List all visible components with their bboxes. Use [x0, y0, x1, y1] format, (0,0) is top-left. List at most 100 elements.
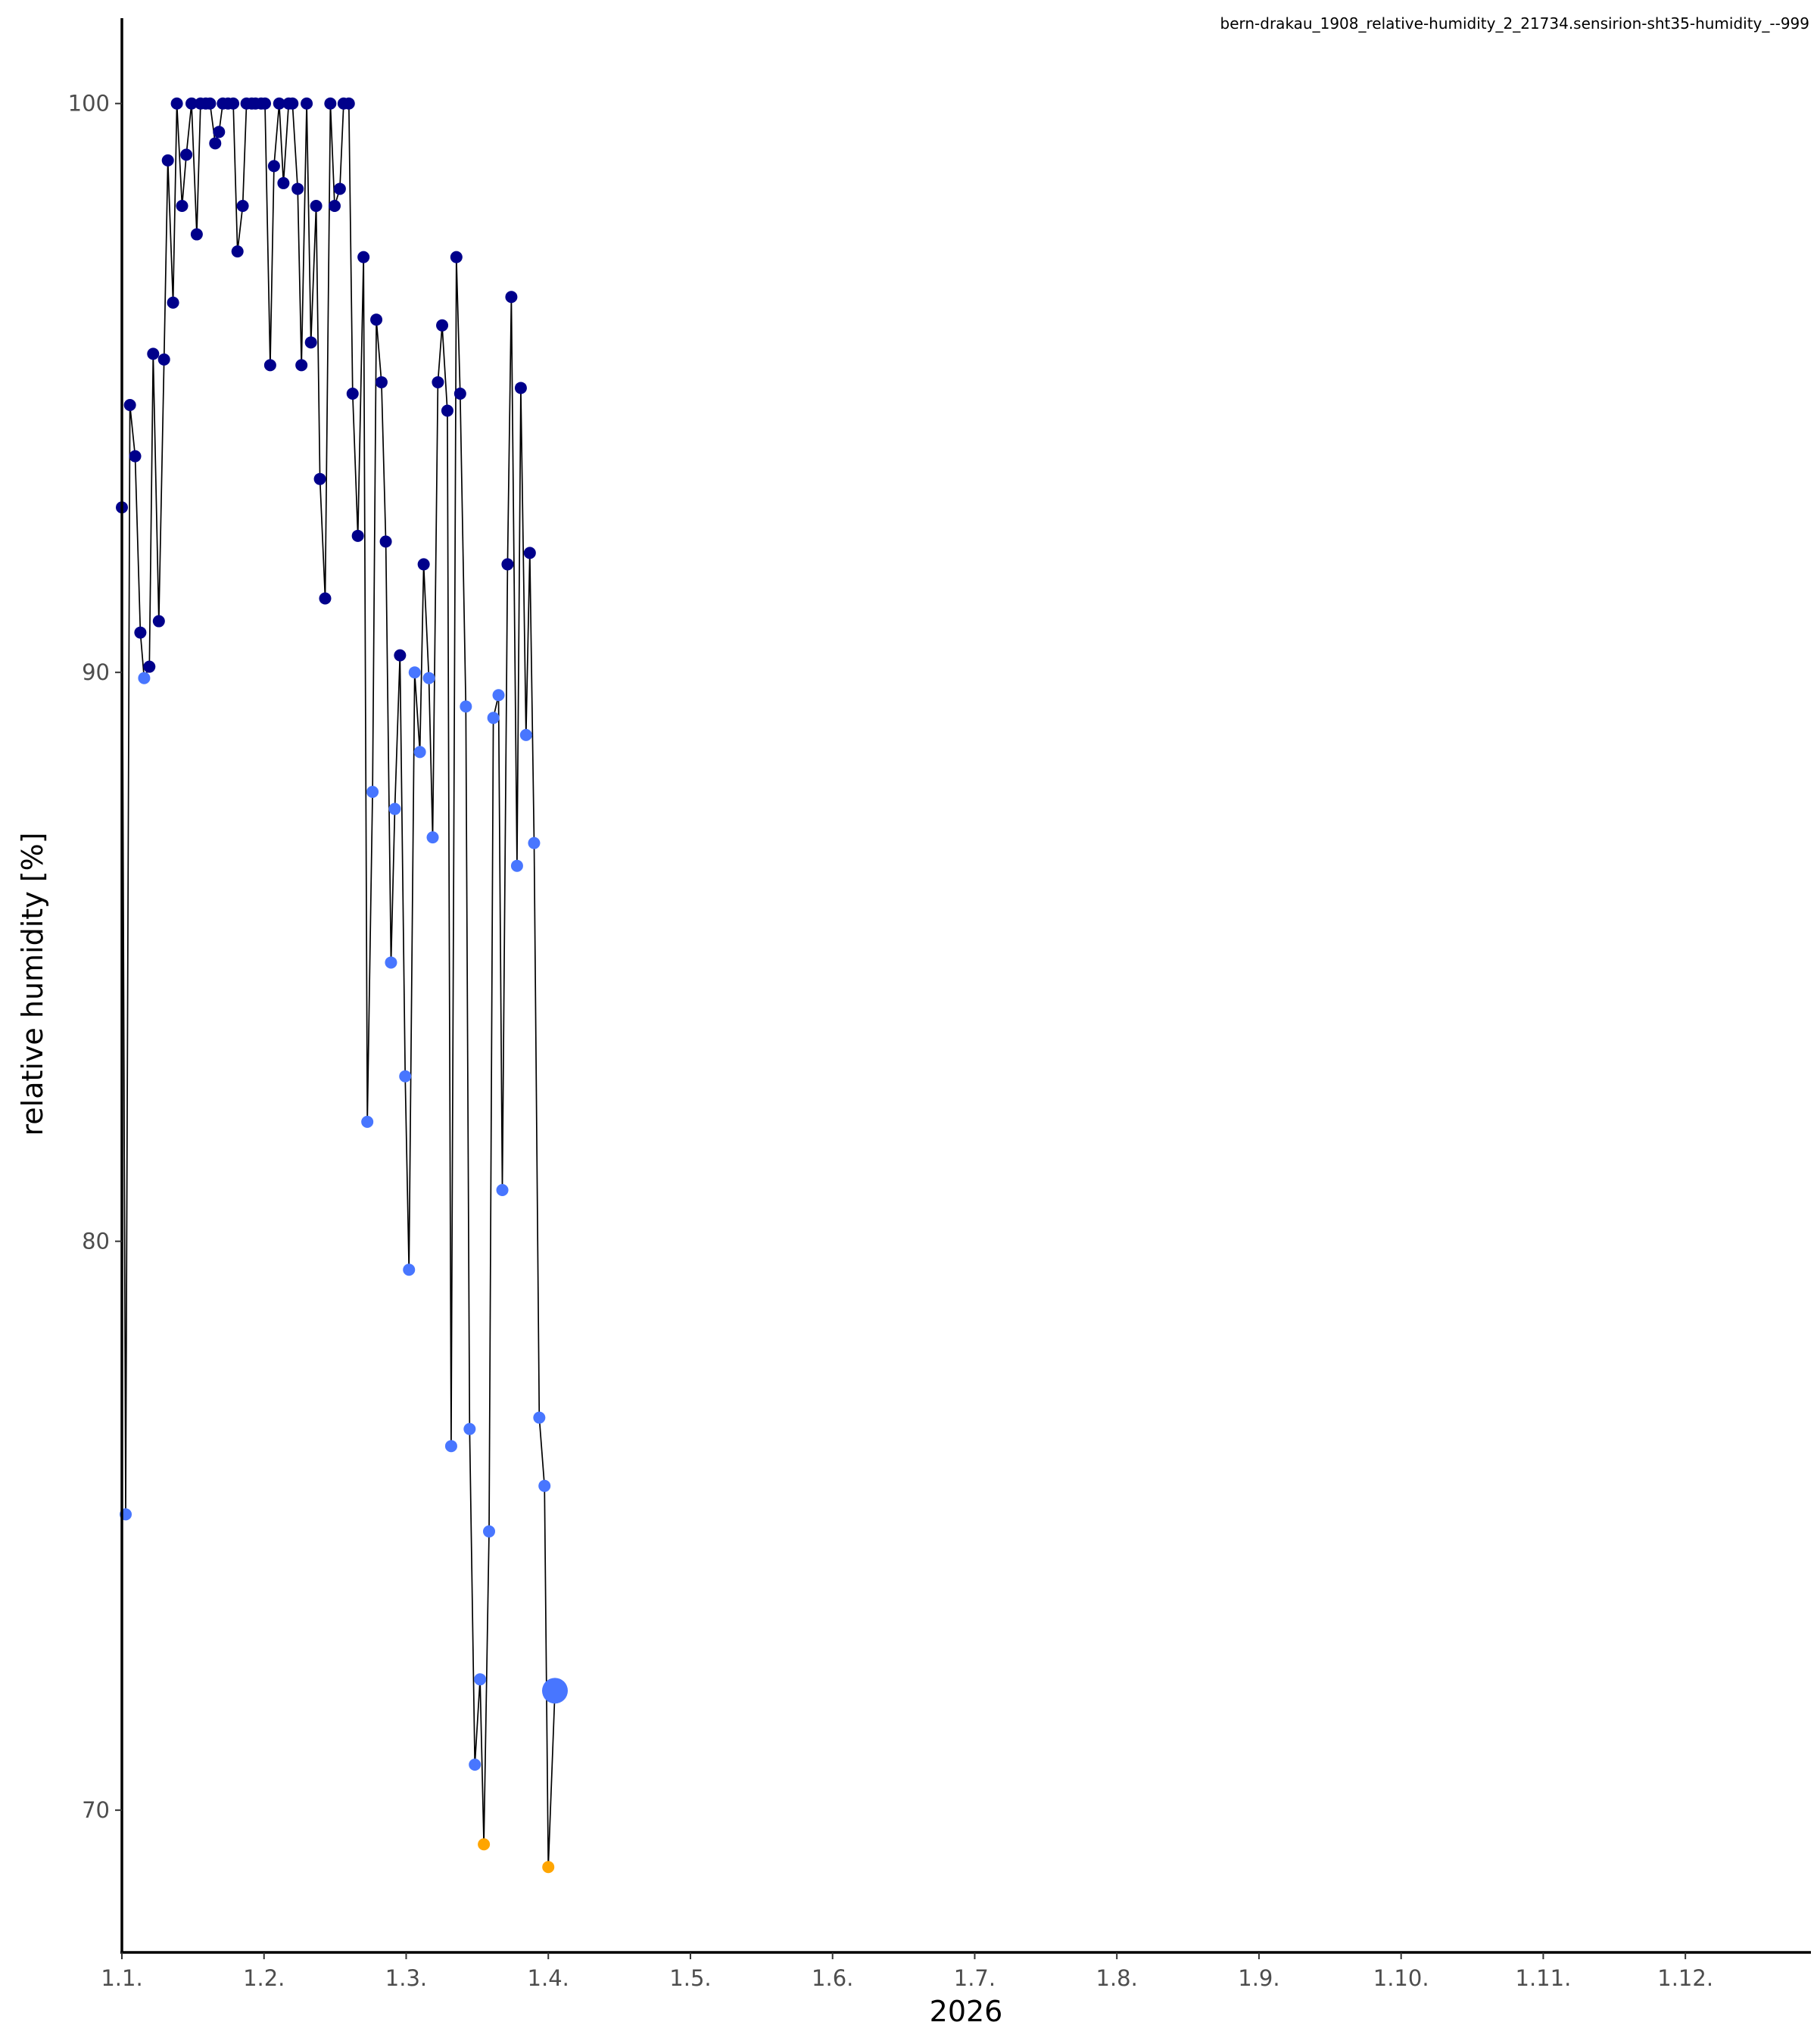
data-point [295, 359, 308, 372]
data-point [450, 251, 463, 263]
data-point [487, 712, 500, 724]
data-point [170, 97, 183, 110]
data-point [505, 291, 518, 304]
data-point [180, 148, 193, 161]
data-point [134, 626, 147, 639]
x-tick-label: 1.9. [1238, 1965, 1279, 1991]
x-tick-label: 1.8. [1096, 1965, 1138, 1991]
data-point [138, 671, 151, 684]
y-tick-label: 100 [68, 91, 110, 117]
data-point [394, 649, 407, 662]
data-point [388, 802, 401, 815]
data-point [496, 1184, 509, 1197]
data-point [351, 529, 364, 542]
y-tick-label: 70 [82, 1797, 110, 1823]
data-point [319, 592, 332, 605]
plot-area [116, 97, 568, 1874]
latest-data-point [541, 1678, 568, 1704]
data-point [469, 1759, 482, 1771]
data-point [379, 535, 392, 548]
x-tick-label: 1.10. [1373, 1965, 1429, 1991]
data-point [123, 399, 136, 411]
x-tick-label: 1.12. [1657, 1965, 1713, 1991]
data-point [167, 296, 179, 309]
data-point [538, 1479, 551, 1492]
data-point [483, 1525, 495, 1538]
data-point [129, 450, 142, 463]
data-point [324, 97, 337, 110]
data-point [474, 1673, 487, 1686]
data-point [273, 97, 285, 110]
data-point [152, 615, 165, 628]
data-point [403, 1263, 416, 1276]
data-point [399, 1070, 412, 1083]
data-point [310, 199, 323, 212]
data-point [231, 245, 244, 258]
x-tick-label: 1.5. [669, 1965, 711, 1991]
y-axis-title: relative humidity [%] [16, 832, 49, 1136]
data-point [533, 1411, 546, 1424]
y-axis-ticks: 70 80 90 100 [68, 91, 122, 1823]
series-line [121, 102, 556, 1868]
data-point [277, 176, 290, 189]
data-point [267, 160, 280, 173]
data-point [333, 182, 346, 195]
data-point [460, 700, 472, 713]
data-point [213, 126, 226, 139]
x-tick-label: 1.1. [101, 1965, 142, 1991]
data-point [370, 313, 383, 326]
data-point [185, 97, 198, 110]
data-point [342, 97, 355, 110]
data-point [147, 347, 160, 360]
data-point [161, 154, 174, 167]
data-point [441, 404, 453, 417]
data-point [375, 375, 388, 388]
data-point [542, 1861, 555, 1874]
data-point [514, 382, 527, 394]
data-point [492, 689, 505, 702]
data-point [313, 472, 326, 485]
x-tick-label: 1.2. [243, 1965, 285, 1991]
x-axis-title: 2026 [930, 1995, 1003, 2028]
data-point [328, 199, 341, 212]
x-tick-label: 1.3. [385, 1965, 427, 1991]
x-tick-label: 1.11. [1516, 1965, 1572, 1991]
data-point [510, 859, 523, 872]
data-point [463, 1422, 476, 1435]
data-point [204, 97, 217, 110]
y-tick-label: 90 [82, 659, 110, 685]
data-point [413, 746, 426, 759]
data-point [385, 956, 397, 969]
data-point [528, 837, 541, 849]
data-point [436, 319, 449, 332]
data-point [478, 1838, 491, 1851]
plot-title: bern-drakau_1908_relative-humidity_2_217… [1220, 14, 1810, 33]
data-point [209, 137, 222, 150]
data-point [157, 353, 170, 366]
data-point [263, 359, 276, 372]
data-point [501, 558, 514, 571]
data-point [361, 1115, 374, 1128]
data-point [408, 666, 421, 679]
data-point [422, 671, 435, 684]
data-point [523, 547, 536, 559]
data-point [426, 831, 439, 844]
data-point [366, 786, 379, 798]
data-point [453, 387, 466, 400]
data-point [286, 97, 299, 110]
data-point [432, 375, 444, 388]
y-tick-label: 80 [82, 1229, 110, 1254]
data-point [227, 97, 240, 110]
data-point [301, 97, 313, 110]
data-point [176, 199, 189, 212]
data-point [417, 558, 430, 571]
x-tick-label: 1.4. [528, 1965, 569, 1991]
data-point [190, 228, 203, 241]
data-point [444, 1440, 457, 1453]
data-point [143, 660, 156, 673]
data-point [519, 728, 532, 741]
data-point [304, 336, 317, 349]
data-point [258, 97, 271, 110]
data-point [357, 251, 370, 263]
